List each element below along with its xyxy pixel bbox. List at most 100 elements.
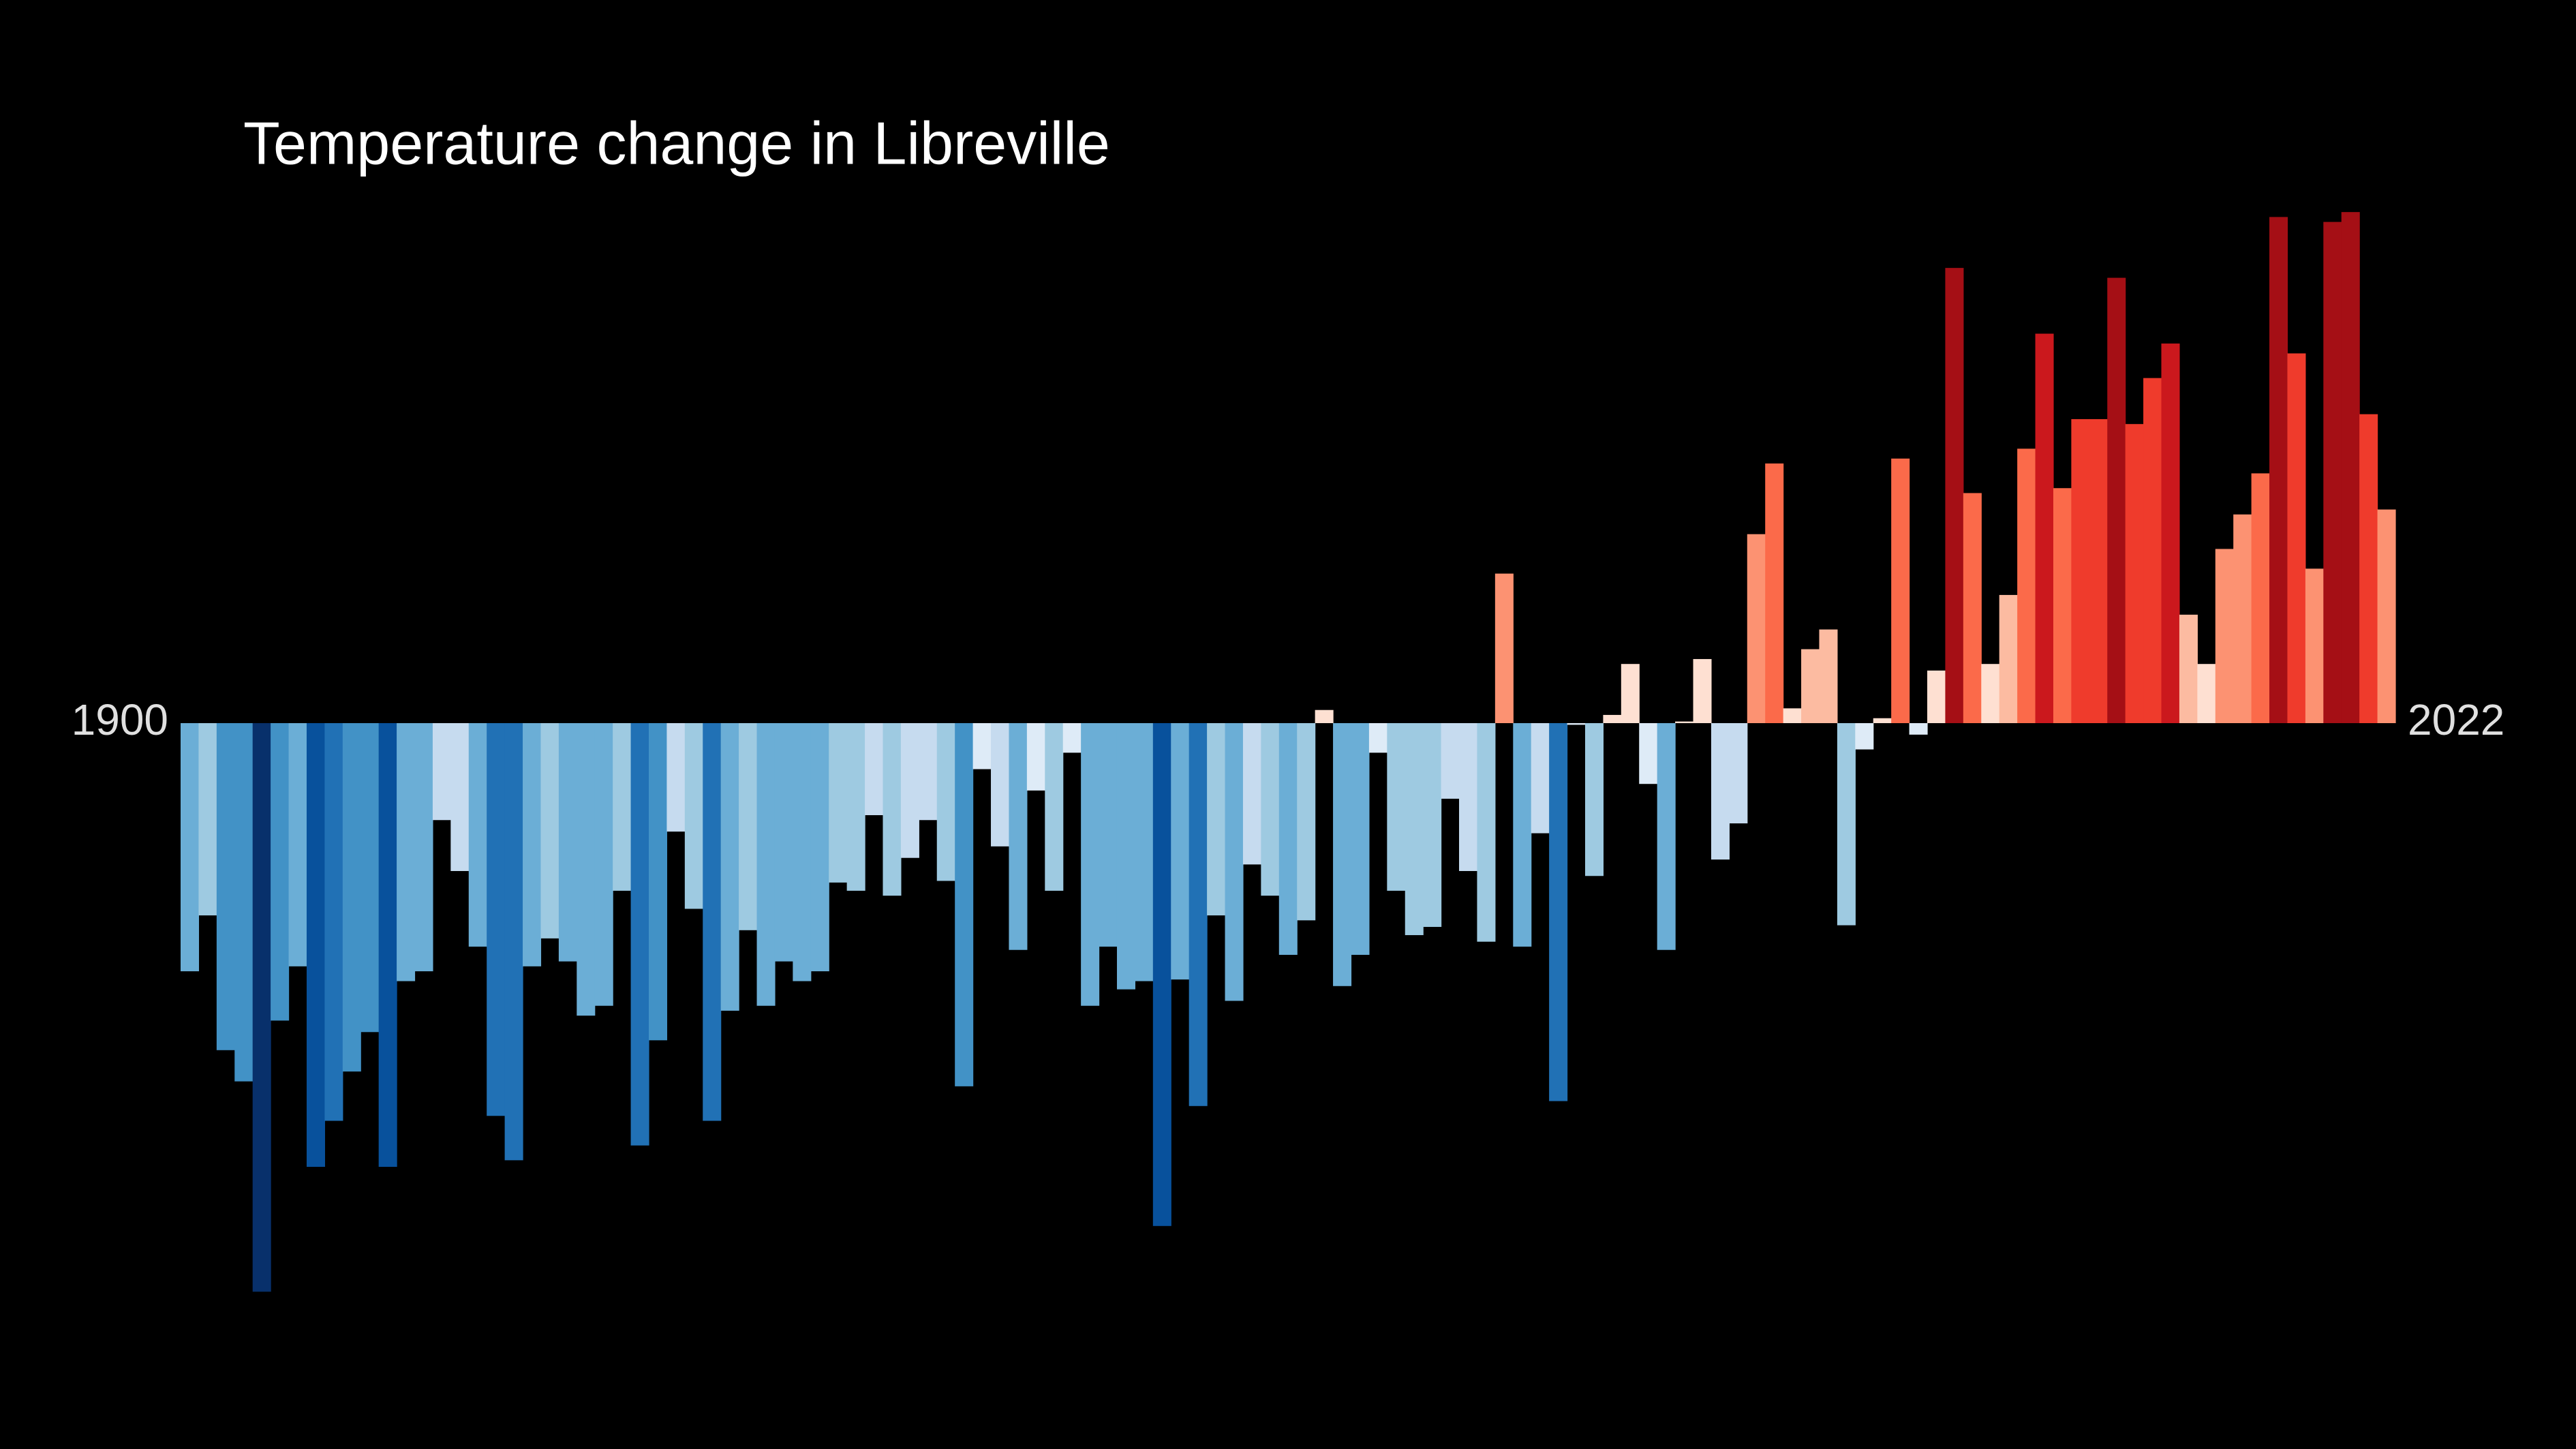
bar — [1657, 723, 1676, 950]
bar — [1963, 493, 1982, 723]
bar — [2323, 222, 2342, 724]
bar — [613, 723, 632, 891]
bar — [2305, 568, 2324, 723]
bar — [1045, 723, 1064, 891]
bar — [271, 723, 290, 1021]
bar — [1081, 723, 1100, 1006]
bar — [2125, 424, 2144, 723]
bar — [2233, 514, 2252, 723]
bar — [1783, 708, 1802, 723]
bar — [1927, 670, 1946, 723]
bar — [883, 723, 902, 896]
bar — [955, 723, 974, 1086]
bar — [2107, 277, 2126, 724]
bar — [1261, 723, 1280, 896]
bar — [865, 723, 884, 816]
bar — [397, 723, 416, 981]
bar — [1981, 664, 2000, 723]
bar — [1747, 534, 1766, 723]
bar — [252, 723, 271, 1292]
bar — [756, 723, 776, 1006]
bar — [829, 723, 848, 883]
bar — [810, 723, 829, 972]
bar — [414, 723, 433, 972]
bar — [1459, 723, 1478, 871]
bar — [1387, 723, 1406, 891]
bar — [1026, 723, 1045, 791]
bar — [1477, 723, 1496, 942]
bar — [288, 723, 307, 966]
bar — [1855, 723, 1874, 750]
bar — [1207, 723, 1226, 916]
bar — [684, 723, 703, 909]
bar — [1333, 723, 1352, 986]
bar — [540, 723, 559, 939]
bar — [1693, 658, 1712, 723]
bar — [2179, 614, 2198, 723]
bar — [2359, 414, 2378, 723]
bar — [450, 723, 470, 871]
bar — [1567, 723, 1586, 725]
bar — [2287, 353, 2306, 723]
bar — [2251, 473, 2270, 723]
bar — [774, 723, 793, 962]
bar — [504, 723, 523, 1161]
bar — [720, 723, 739, 1011]
bar — [1494, 573, 1514, 723]
bar — [1584, 723, 1604, 876]
bar — [2143, 378, 2162, 723]
bar — [216, 723, 235, 1050]
bar — [846, 723, 865, 891]
bar — [1621, 664, 1640, 723]
bar — [1873, 718, 1892, 723]
bar — [1315, 710, 1334, 723]
bar — [793, 723, 812, 981]
bar — [361, 723, 380, 1033]
bar — [378, 723, 397, 1167]
bar — [487, 723, 506, 1116]
bar — [306, 723, 325, 1167]
bar — [630, 723, 649, 1146]
bar — [523, 723, 542, 966]
bar — [1225, 723, 1244, 1001]
bar — [2377, 509, 2396, 723]
bar — [1711, 723, 1730, 860]
bar — [1278, 723, 1298, 955]
bar — [324, 723, 343, 1121]
bar — [972, 723, 992, 769]
bar — [558, 723, 577, 962]
bar — [1423, 723, 1442, 927]
bar — [468, 723, 487, 947]
bar — [1135, 723, 1154, 981]
bar — [1152, 723, 1171, 1226]
bar — [1009, 723, 1028, 950]
bar — [1639, 723, 1658, 784]
bar — [2269, 217, 2288, 723]
bar — [234, 723, 254, 1082]
bar — [1549, 723, 1568, 1101]
bar — [2197, 664, 2216, 723]
bar — [2071, 418, 2090, 723]
bar — [2089, 418, 2108, 723]
bar — [900, 723, 919, 858]
bar — [2341, 212, 2360, 724]
bar — [1729, 723, 1748, 824]
bar — [703, 723, 722, 1121]
bar — [1242, 723, 1261, 865]
bar — [936, 723, 955, 881]
bar — [2215, 549, 2234, 723]
bar — [1099, 723, 1118, 947]
bar — [1891, 458, 1910, 723]
bar — [1116, 723, 1136, 990]
bar — [2053, 488, 2072, 723]
bar — [1297, 723, 1316, 921]
bar — [739, 723, 758, 930]
bar — [1801, 649, 1820, 723]
bar — [666, 723, 686, 832]
bar — [198, 723, 217, 916]
bar — [1351, 723, 1370, 955]
bar — [1765, 463, 1784, 723]
bar — [1405, 723, 1424, 936]
